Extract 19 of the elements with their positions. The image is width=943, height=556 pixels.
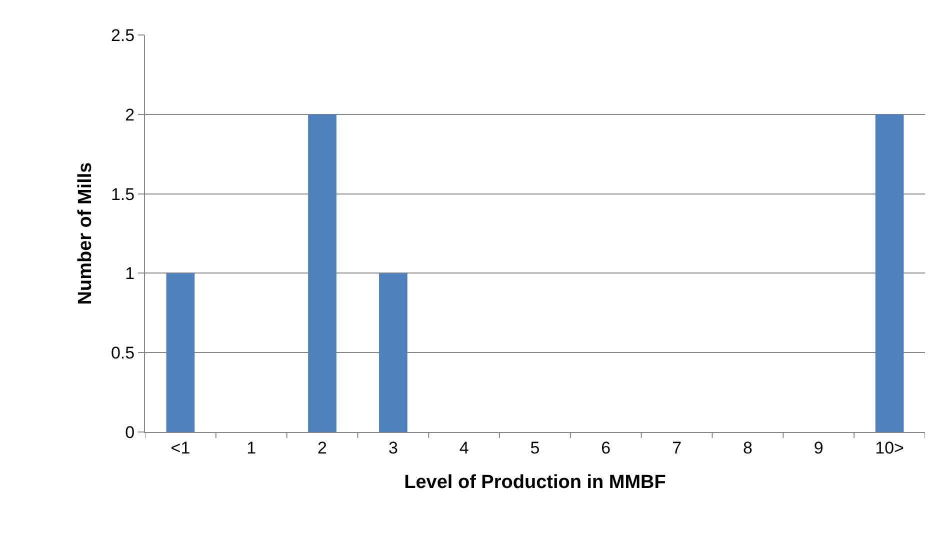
x-tick-label: 1 [246,438,256,458]
x-tick-label: 3 [388,438,398,458]
y-tick-label: 0 [125,422,135,442]
x-tick-label: 8 [742,438,752,458]
x-tick-label: 7 [672,438,682,458]
x-tick-label: 5 [530,438,540,458]
x-tick-label: 4 [459,438,469,458]
y-tick-label: 2 [125,105,135,124]
x-tick-label: 6 [601,438,611,458]
x-tick-label: 10> [875,438,904,458]
x-tick-label: <1 [170,438,190,458]
x-tick-label: 2 [318,438,328,458]
x-axis-title: Level of Production in MMBF [404,472,666,494]
y-tick-label: 0.5 [110,344,135,363]
y-tick-label: 2.5 [110,26,135,45]
y-tick-label: 1 [125,264,135,284]
y-tick-label: 1.5 [110,184,135,204]
y-axis-title: Number of Mills [74,162,96,305]
x-tick-label: 9 [814,438,824,458]
